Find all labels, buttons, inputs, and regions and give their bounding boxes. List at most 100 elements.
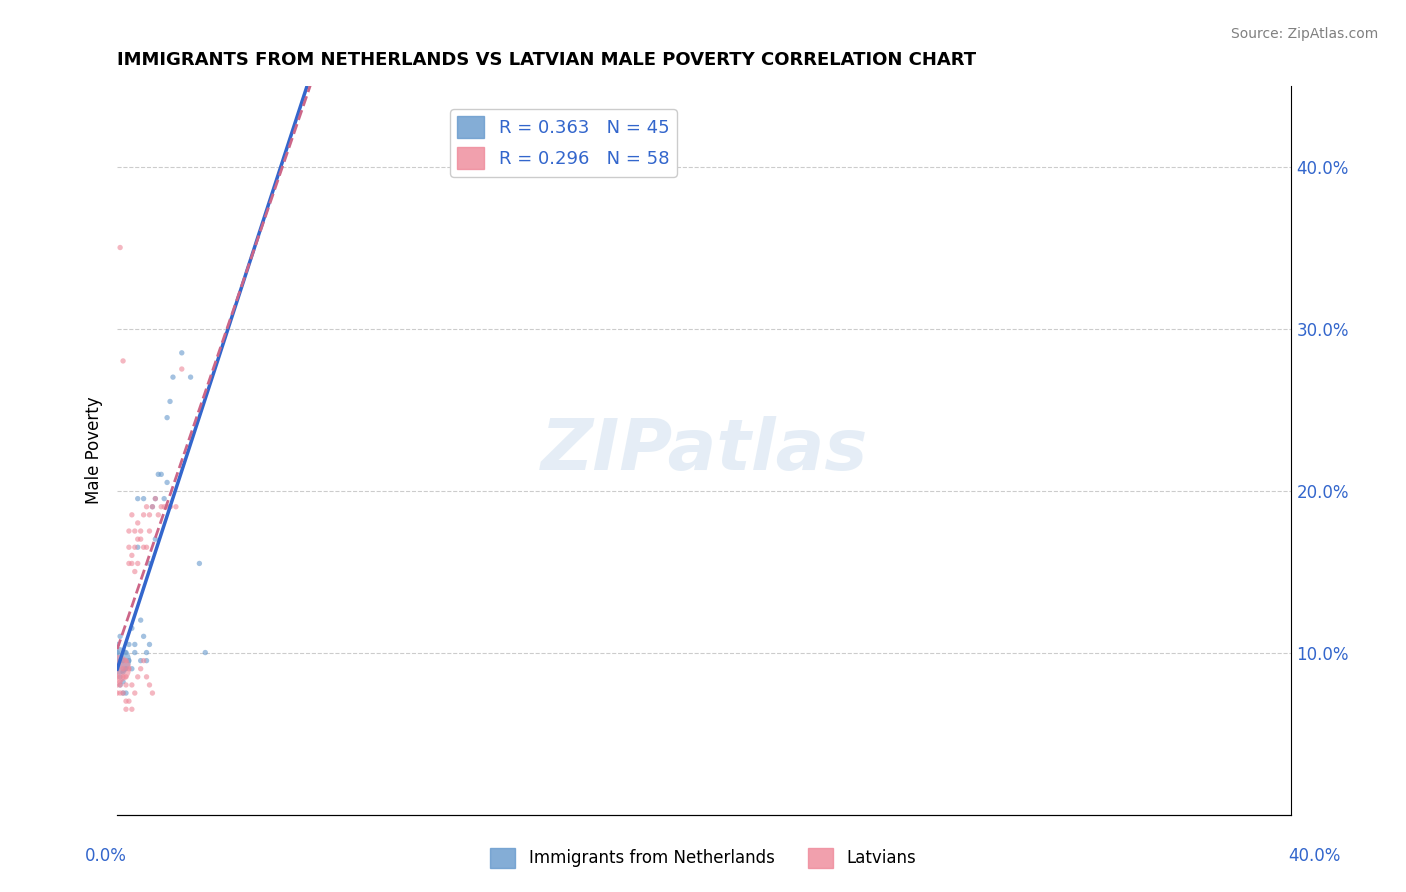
- Point: [188, 557, 211, 571]
- Point: [124, 637, 146, 651]
- Point: [170, 362, 193, 376]
- Point: [112, 662, 135, 676]
- Point: [105, 662, 128, 676]
- Point: [108, 654, 131, 668]
- Point: [138, 508, 160, 522]
- Point: [121, 549, 143, 563]
- Point: [112, 654, 135, 668]
- Point: [115, 662, 138, 676]
- Point: [180, 370, 202, 384]
- Point: [108, 678, 131, 692]
- Point: [138, 678, 160, 692]
- Point: [135, 541, 157, 555]
- Point: [129, 654, 152, 668]
- Point: [118, 654, 141, 668]
- Point: [129, 532, 152, 546]
- Point: [129, 524, 152, 538]
- Point: [105, 670, 128, 684]
- Point: [124, 565, 146, 579]
- Point: [159, 500, 181, 514]
- Point: [129, 662, 152, 676]
- Point: [148, 508, 170, 522]
- Point: [115, 678, 138, 692]
- Point: [135, 670, 157, 684]
- Point: [105, 678, 128, 692]
- Point: [148, 467, 170, 482]
- Point: [118, 694, 141, 708]
- Point: [150, 467, 173, 482]
- Point: [112, 670, 135, 684]
- Point: [156, 500, 179, 514]
- Point: [138, 637, 160, 651]
- Point: [138, 557, 160, 571]
- Point: [105, 686, 128, 700]
- Point: [159, 394, 181, 409]
- Point: [121, 702, 143, 716]
- Point: [143, 532, 166, 546]
- Point: [132, 629, 155, 643]
- Point: [112, 354, 135, 368]
- Point: [135, 646, 157, 660]
- Point: [170, 346, 193, 360]
- Point: [135, 500, 157, 514]
- Point: [118, 541, 141, 555]
- Point: [112, 686, 135, 700]
- Point: [108, 240, 131, 254]
- Point: [127, 557, 149, 571]
- Point: [105, 637, 128, 651]
- Point: [112, 665, 135, 679]
- Point: [165, 500, 187, 514]
- Point: [153, 491, 176, 506]
- Point: [127, 516, 149, 530]
- Text: 40.0%: 40.0%: [1288, 847, 1341, 865]
- Point: [115, 686, 138, 700]
- Point: [108, 670, 131, 684]
- Point: [138, 524, 160, 538]
- Point: [105, 662, 128, 676]
- Point: [127, 541, 149, 555]
- Point: [121, 678, 143, 692]
- Point: [156, 475, 179, 490]
- Text: Source: ZipAtlas.com: Source: ZipAtlas.com: [1230, 27, 1378, 41]
- Point: [105, 654, 128, 668]
- Point: [132, 541, 155, 555]
- Point: [108, 674, 131, 689]
- Text: 0.0%: 0.0%: [84, 847, 127, 865]
- Point: [141, 500, 163, 514]
- Point: [159, 500, 181, 514]
- Point: [127, 670, 149, 684]
- Point: [141, 500, 163, 514]
- Point: [108, 678, 131, 692]
- Point: [115, 702, 138, 716]
- Point: [132, 508, 155, 522]
- Y-axis label: Male Poverty: Male Poverty: [86, 396, 103, 504]
- Point: [124, 541, 146, 555]
- Point: [108, 686, 131, 700]
- Text: ZIPatlas: ZIPatlas: [541, 416, 868, 484]
- Legend: Immigrants from Netherlands, Latvians: Immigrants from Netherlands, Latvians: [484, 841, 922, 875]
- Point: [194, 646, 217, 660]
- Point: [121, 557, 143, 571]
- Legend: R = 0.363   N = 45, R = 0.296   N = 58: R = 0.363 N = 45, R = 0.296 N = 58: [450, 109, 676, 177]
- Point: [150, 500, 173, 514]
- Point: [143, 491, 166, 506]
- Point: [118, 662, 141, 676]
- Point: [112, 674, 135, 689]
- Point: [121, 508, 143, 522]
- Point: [112, 686, 135, 700]
- Point: [115, 694, 138, 708]
- Point: [141, 686, 163, 700]
- Point: [132, 654, 155, 668]
- Point: [127, 532, 149, 546]
- Point: [124, 686, 146, 700]
- Point: [121, 662, 143, 676]
- Point: [121, 621, 143, 635]
- Point: [127, 491, 149, 506]
- Point: [124, 524, 146, 538]
- Point: [129, 613, 152, 627]
- Point: [105, 646, 128, 660]
- Point: [115, 646, 138, 660]
- Text: IMMIGRANTS FROM NETHERLANDS VS LATVIAN MALE POVERTY CORRELATION CHART: IMMIGRANTS FROM NETHERLANDS VS LATVIAN M…: [117, 51, 976, 69]
- Point: [135, 654, 157, 668]
- Point: [118, 557, 141, 571]
